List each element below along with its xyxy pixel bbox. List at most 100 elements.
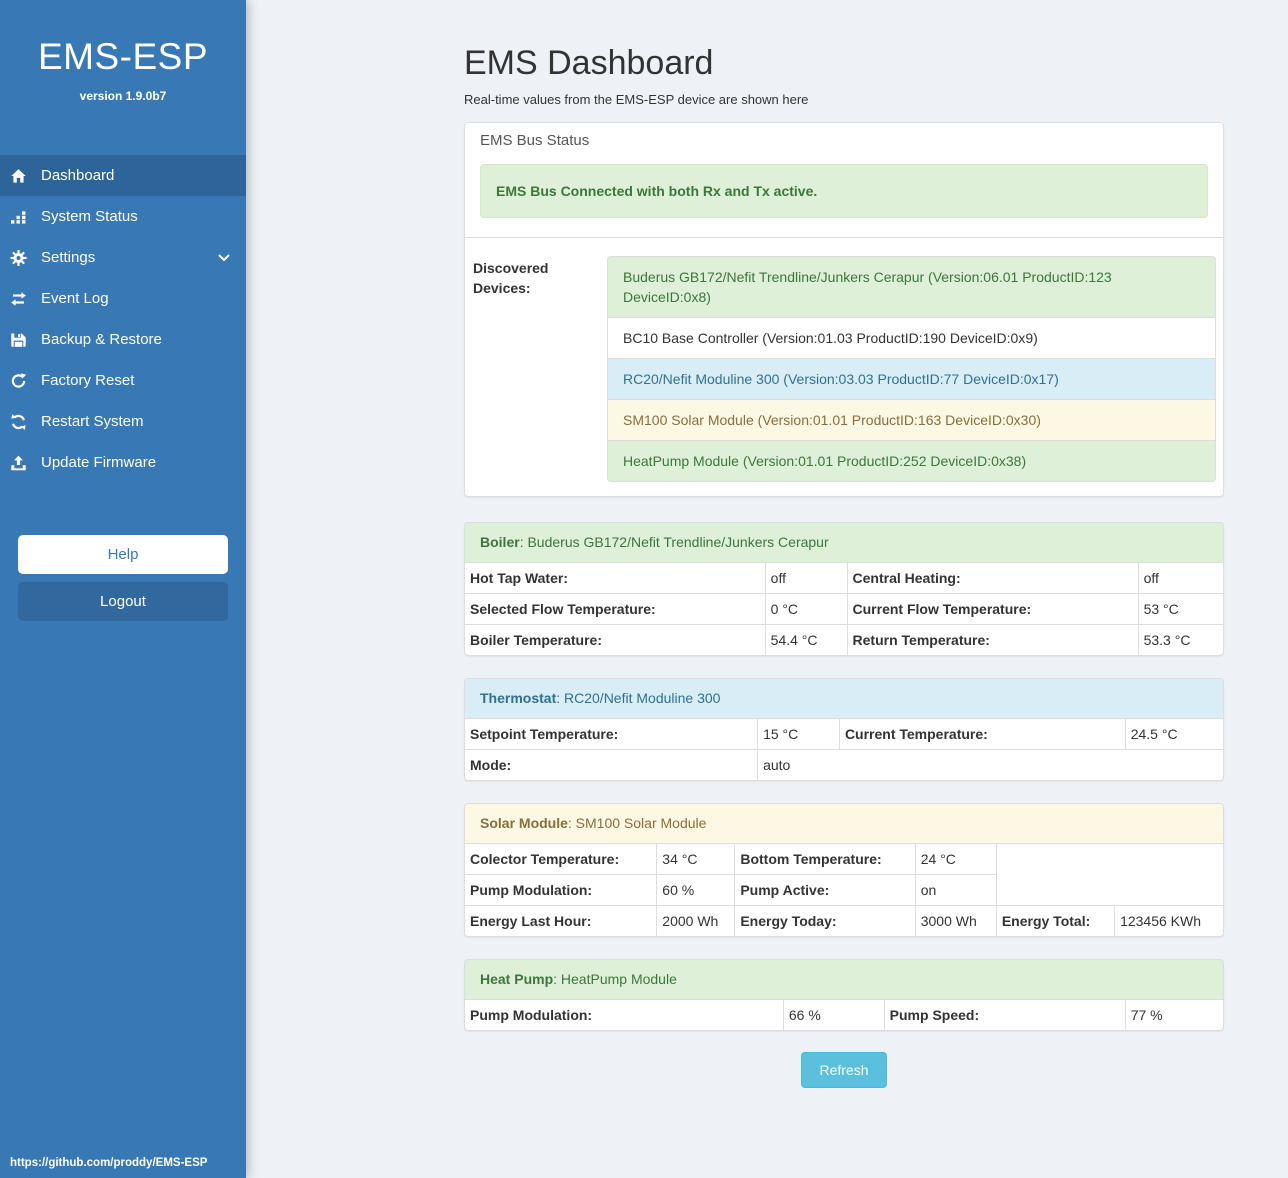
field-value: 34 °C <box>656 843 736 875</box>
field-label: Colector Temperature: <box>464 843 658 875</box>
sidebar-item-factory-reset[interactable]: Factory Reset <box>0 360 246 401</box>
sidebar-item-label: Restart System <box>41 413 144 430</box>
field-label: Setpoint Temperature: <box>464 718 759 750</box>
field-label: Pump Speed: <box>883 999 1126 1031</box>
sidebar-item-label: Factory Reset <box>41 372 135 389</box>
field-label: Selected Flow Temperature: <box>464 593 766 625</box>
sidebar-item-label: Backup & Restore <box>41 331 162 348</box>
bus-connected-alert: EMS Bus Connected with both Rx and Tx ac… <box>480 164 1208 218</box>
refresh-icon <box>9 413 28 430</box>
logout-button[interactable]: Logout <box>18 582 228 621</box>
boiler-table: Hot Tap Water: off Central Heating: off … <box>464 562 1224 656</box>
heat-pump-table: Pump Modulation: 66 % Pump Speed: 77 % <box>464 999 1224 1031</box>
sidebar-item-update-firmware[interactable]: Update Firmware <box>0 442 246 483</box>
list-item: BC10 Base Controller (Version:01.03 Prod… <box>607 317 1216 359</box>
field-value: off <box>764 562 848 594</box>
sidebar-item-system-status[interactable]: System Status <box>0 196 246 237</box>
table-row: Energy Last Hour: 2000 Wh Energy Today: … <box>464 905 1224 937</box>
sidebar-item-label: System Status <box>41 208 138 225</box>
field-label: Pump Modulation: <box>464 999 784 1031</box>
field-label: Bottom Temperature: <box>734 843 916 875</box>
main-area: EMS Dashboard Real-time values from the … <box>246 0 1288 1148</box>
refresh-button[interactable]: Refresh <box>801 1052 887 1088</box>
exchange-icon <box>9 290 28 307</box>
solar-module-panel: Solar Module: SM100 Solar Module Colecto… <box>464 803 1224 937</box>
device-list: Buderus GB172/Nefit Trendline/Junkers Ce… <box>607 256 1216 482</box>
list-item: RC20/Nefit Moduline 300 (Version:03.03 P… <box>607 358 1216 400</box>
sidebar: EMS-ESP version 1.9.0b7 Dashboard System… <box>0 0 246 1178</box>
table-row: Hot Tap Water: off Central Heating: off <box>464 562 1224 594</box>
boiler-panel: Boiler: Buderus GB172/Nefit Trendline/Ju… <box>464 522 1224 656</box>
boiler-device: : Buderus GB172/Nefit Trendline/Junkers … <box>519 534 829 550</box>
field-label: Energy Today: <box>734 905 916 937</box>
sidebar-item-label: Update Firmware <box>41 454 157 471</box>
heat-pump-panel: Heat Pump: HeatPump Module Pump Modulati… <box>464 959 1224 1031</box>
sidebar-item-settings[interactable]: Settings <box>0 237 246 278</box>
discovered-devices-label: Discovered Devices: <box>473 260 549 296</box>
github-link[interactable]: https://github.com/proddy/EMS-ESP <box>10 1157 208 1169</box>
home-icon <box>9 167 28 184</box>
table-row: Pump Modulation: 60 % Pump Active: on <box>464 874 1223 906</box>
field-value: 53.3 °C <box>1137 624 1224 656</box>
field-value: auto <box>757 749 1224 781</box>
sidebar-item-restart-system[interactable]: Restart System <box>0 401 246 442</box>
field-value: 2000 Wh <box>656 905 736 937</box>
empty-cell <box>995 843 1224 906</box>
field-value: 54.4 °C <box>764 624 848 656</box>
chevron-down-icon <box>218 254 230 262</box>
sidebar-item-label: Settings <box>41 249 96 266</box>
boiler-title: Boiler <box>480 534 520 550</box>
field-value: 3000 Wh <box>914 905 997 937</box>
ems-bus-status-panel: EMS Bus Status EMS Bus Connected with bo… <box>464 122 1224 497</box>
solar-module-title: Solar Module <box>480 815 568 831</box>
ems-bus-status-heading: EMS Bus Status <box>480 132 590 149</box>
app-title: EMS-ESP <box>37 36 209 77</box>
list-item: HeatPump Module (Version:01.01 ProductID… <box>607 440 1216 482</box>
table-row: Boiler Temperature: 54.4 °C Return Tempe… <box>464 624 1224 656</box>
heat-pump-title: Heat Pump <box>480 971 554 987</box>
solar-module-heading: Solar Module: SM100 Solar Module <box>465 804 1223 844</box>
list-item: SM100 Solar Module (Version:01.01 Produc… <box>607 399 1216 441</box>
brand: EMS-ESP version 1.9.0b7 <box>0 0 246 103</box>
field-value: 24 °C <box>914 843 997 875</box>
field-value: off <box>1137 562 1224 594</box>
sidebar-item-event-log[interactable]: Event Log <box>0 278 246 319</box>
help-button[interactable]: Help <box>18 535 228 574</box>
solar-module-table: Colector Temperature: 34 °C Bottom Tempe… <box>464 843 1224 937</box>
thermostat-title: Thermostat <box>480 690 557 706</box>
field-label: Mode: <box>464 749 759 781</box>
sidebar-buttons: Help Logout <box>0 535 246 621</box>
solar-module-device: : SM100 Solar Module <box>567 815 707 831</box>
thermostat-panel: Thermostat: RC20/Nefit Moduline 300 Setp… <box>464 678 1224 781</box>
page-title: EMS Dashboard <box>464 44 714 82</box>
table-row: Mode: auto <box>464 749 1224 781</box>
save-icon <box>9 331 28 348</box>
field-value: 77 % <box>1124 999 1224 1031</box>
sidebar-item-label: Event Log <box>41 290 109 307</box>
field-value: 66 % <box>782 999 885 1031</box>
field-value: on <box>914 874 997 906</box>
field-label: Pump Active: <box>734 874 916 906</box>
field-label: Current Temperature: <box>838 718 1126 750</box>
field-value: 123456 KWh <box>1114 905 1224 937</box>
field-label: Hot Tap Water: <box>464 562 766 594</box>
boiler-heading: Boiler: Buderus GB172/Nefit Trendline/Ju… <box>465 523 1223 563</box>
field-label: Boiler Temperature: <box>464 624 766 656</box>
heat-pump-device: : HeatPump Module <box>553 971 677 987</box>
sidebar-nav: Dashboard System Status <box>0 155 246 483</box>
table-row: Setpoint Temperature: 15 °C Current Temp… <box>464 718 1224 750</box>
field-label: Energy Last Hour: <box>464 905 658 937</box>
field-label: Energy Total: <box>995 905 1116 937</box>
field-value: 0 °C <box>764 593 848 625</box>
discovered-devices-section: Discovered Devices: Buderus GB172/Nefit … <box>465 237 1223 496</box>
list-item: Buderus GB172/Nefit Trendline/Junkers Ce… <box>607 256 1216 318</box>
app-version: version 1.9.0b7 <box>79 89 167 103</box>
table-row: Pump Modulation: 66 % Pump Speed: 77 % <box>464 999 1224 1031</box>
field-label: Pump Modulation: <box>464 874 658 906</box>
page-subtitle: Real-time values from the EMS-ESP device… <box>464 92 809 107</box>
field-label: Central Heating: <box>846 562 1139 594</box>
table-row: Selected Flow Temperature: 0 °C Current … <box>464 593 1224 625</box>
field-value: 60 % <box>656 874 736 906</box>
sidebar-item-backup-restore[interactable]: Backup & Restore <box>0 319 246 360</box>
sidebar-item-dashboard[interactable]: Dashboard <box>0 155 246 196</box>
